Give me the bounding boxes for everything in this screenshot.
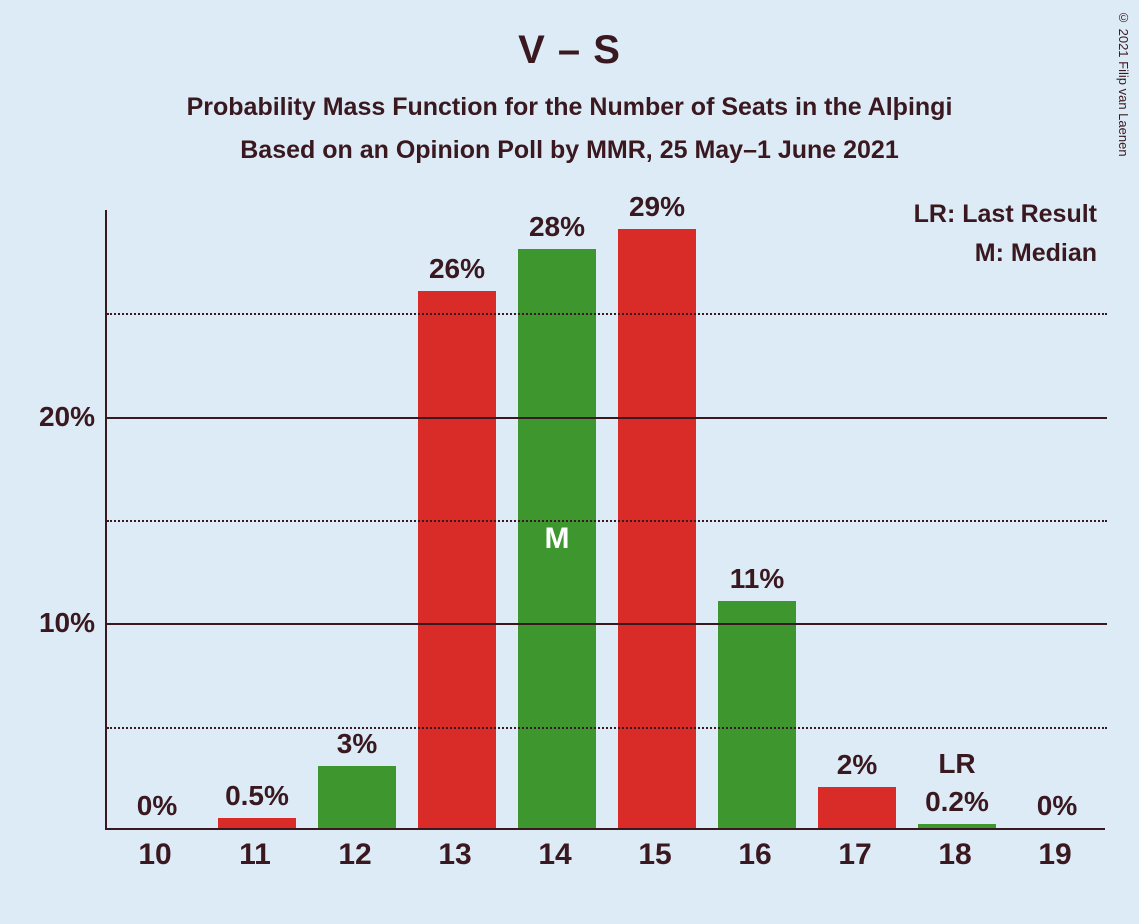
x-tick-label: 11 [239, 838, 271, 872]
bar-value-label: 0.5% [218, 780, 296, 812]
copyright-text: © 2021 Filip van Laenen [1116, 10, 1131, 157]
x-axis-ticks: 10 11 12 13 14 15 16 17 18 19 [105, 838, 1105, 878]
chart-area: LR: Last Result M: Median 0%0.5%3%26%28%… [105, 210, 1105, 830]
plot-area: 0%0.5%3%26%28%M29%11%2%LR0.2%0% [105, 210, 1105, 830]
bar-11: 0.5% [218, 818, 296, 828]
median-marker: M [518, 522, 596, 556]
chart-title: V – S [0, 0, 1139, 73]
bars-container: 0%0.5%3%26%28%M29%11%2%LR0.2%0% [107, 208, 1107, 828]
x-tick-label: 19 [1038, 838, 1071, 872]
bar-13: 26% [418, 291, 496, 828]
x-tick-label: 16 [738, 838, 771, 872]
bar-12: 3% [318, 766, 396, 828]
gridline [107, 727, 1107, 729]
x-tick-label: 18 [938, 838, 971, 872]
bar-value-label: 0% [1018, 790, 1096, 822]
chart-subtitle-1: Probability Mass Function for the Number… [0, 93, 1139, 122]
x-tick-label: 13 [438, 838, 471, 872]
bar-18: 0.2% [918, 824, 996, 828]
x-tick-label: 12 [338, 838, 371, 872]
bar-16: 11% [718, 601, 796, 828]
x-tick-label: 17 [838, 838, 871, 872]
x-tick-label: 15 [638, 838, 671, 872]
bar-value-label: 3% [318, 728, 396, 760]
bar-value-label: 0.2% [918, 786, 996, 818]
bar-value-label: 26% [418, 253, 496, 285]
bar-value-label: 0% [118, 790, 196, 822]
gridline [107, 417, 1107, 419]
gridline [107, 520, 1107, 522]
x-tick-label: 10 [138, 838, 171, 872]
bar-17: 2% [818, 787, 896, 828]
bar-value-label: 2% [818, 749, 896, 781]
x-tick-label: 14 [538, 838, 571, 872]
gridline [107, 313, 1107, 315]
y-tick-label: 20% [39, 401, 95, 433]
lr-marker-label: LR [918, 748, 996, 780]
gridline [107, 623, 1107, 625]
bar-15: 29% [618, 229, 696, 828]
y-tick-label: 10% [39, 607, 95, 639]
chart-subtitle-2: Based on an Opinion Poll by MMR, 25 May–… [0, 136, 1139, 165]
bar-14: 28%M [518, 249, 596, 828]
bar-value-label: 11% [718, 563, 796, 595]
bar-value-label: 29% [618, 191, 696, 223]
bar-value-label: 28% [518, 211, 596, 243]
